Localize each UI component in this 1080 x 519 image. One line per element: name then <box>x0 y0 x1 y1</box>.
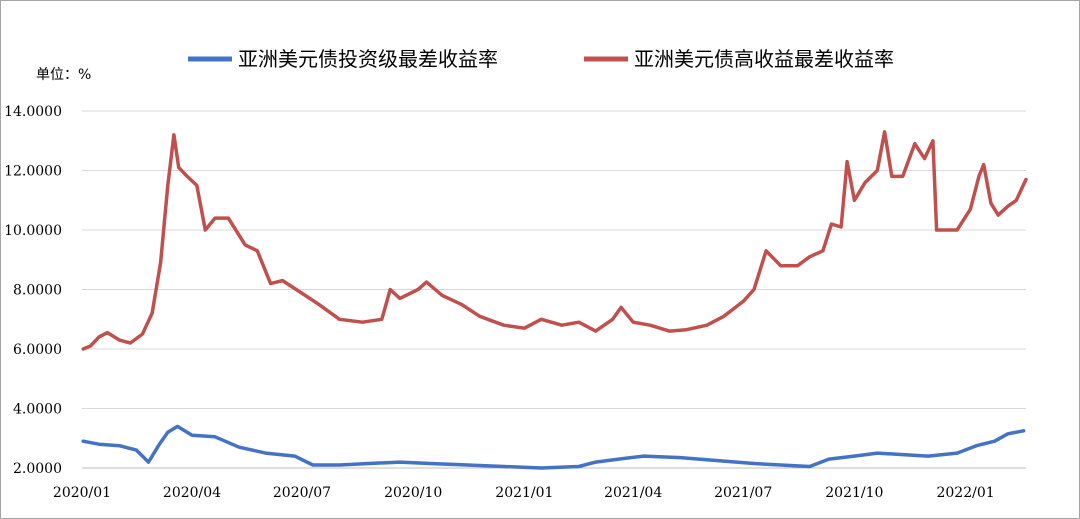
legend-label-investment-grade: 亚洲美元债投资级最差收益率 <box>238 47 498 71</box>
y-tick-label: 4.0000 <box>13 402 62 418</box>
legend: 亚洲美元债投资级最差收益率 亚洲美元债高收益最差收益率 <box>188 47 894 71</box>
x-tick-label: 2021/04 <box>604 485 662 501</box>
legend-label-high-yield: 亚洲美元债高收益最差收益率 <box>634 47 894 71</box>
x-tick-label: 2022/01 <box>936 485 994 501</box>
y-tick-label: 14.0000 <box>4 104 62 120</box>
series-line-high-yield <box>81 130 1028 351</box>
x-tick-label: 2020/10 <box>384 485 442 501</box>
series-line-investment-grade <box>81 424 1026 470</box>
x-tick-label: 2021/10 <box>825 485 883 501</box>
x-tick-label: 2020/01 <box>53 485 111 501</box>
y-tick-label: 2.0000 <box>13 461 62 477</box>
x-tick-label: 2020/04 <box>163 485 221 501</box>
x-tick-label: 2021/07 <box>714 485 772 501</box>
gridlines <box>82 110 1026 409</box>
unit-label: 单位：% <box>36 67 91 83</box>
axes: 2.0000 4.0000 6.0000 8.0000 10.0000 12.0000 14… <box>4 104 1026 501</box>
series-lines <box>81 130 1028 470</box>
y-tick-label: 6.0000 <box>13 342 62 358</box>
y-tick-label: 10.0000 <box>4 223 62 239</box>
x-tick-label: 2021/01 <box>495 485 553 501</box>
y-tick-label: 8.0000 <box>13 283 62 299</box>
x-tick-label: 2020/07 <box>273 485 331 501</box>
y-tick-label: 12.0000 <box>4 164 62 180</box>
